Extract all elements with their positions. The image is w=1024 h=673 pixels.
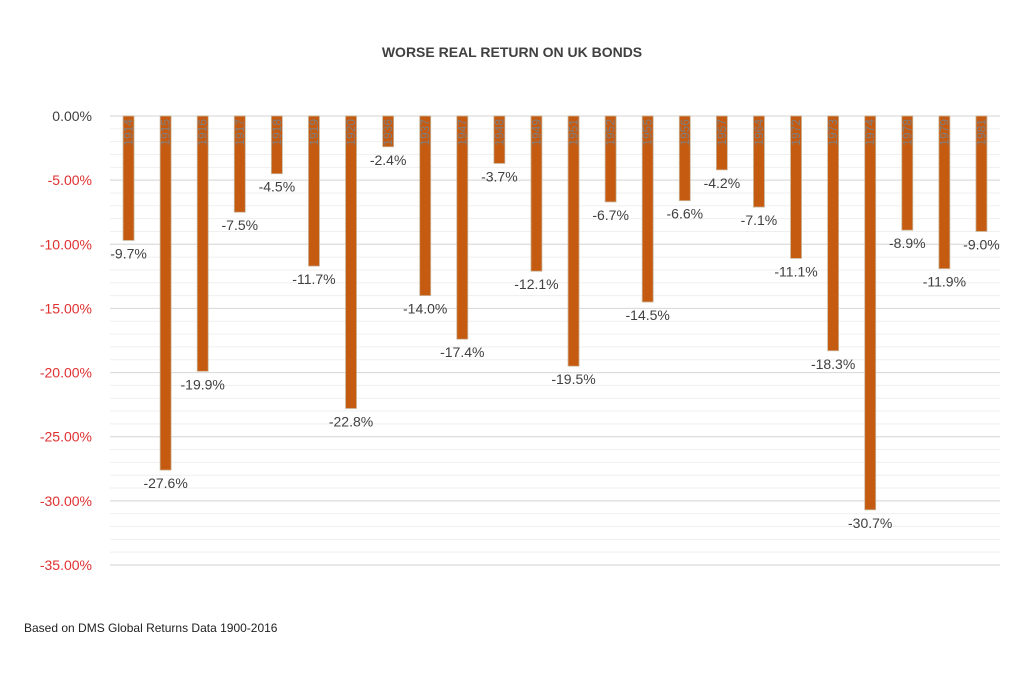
category-label: 1974 — [863, 119, 877, 146]
bar-1981 — [975, 115, 988, 232]
y-tick-label: -35.00% — [40, 557, 92, 573]
bar-1949 — [530, 115, 543, 272]
bar-1947 — [456, 115, 469, 340]
data-label: -14.5% — [626, 307, 670, 323]
data-label: -11.7% — [292, 271, 335, 287]
category-label: 1919 — [307, 119, 321, 146]
data-label: -14.0% — [403, 301, 447, 317]
data-label: -7.1% — [741, 212, 778, 228]
category-label: 1937 — [418, 119, 432, 146]
data-label: -6.7% — [592, 207, 629, 223]
data-label: -8.9% — [889, 235, 926, 251]
data-label: -9.0% — [963, 236, 1000, 252]
category-label: 1957 — [715, 119, 729, 146]
y-tick-label: -10.00% — [40, 236, 92, 252]
data-label: -11.1% — [774, 263, 817, 279]
source-note: Based on DMS Global Returns Data 1900-20… — [24, 621, 278, 635]
data-label: -22.8% — [329, 413, 373, 429]
category-label: 1916 — [196, 119, 210, 146]
bar-1918 — [270, 115, 283, 175]
bar-1919 — [308, 115, 320, 267]
category-label: 1979 — [937, 119, 951, 146]
category-label: 1949 — [529, 119, 543, 146]
category-label: 1981 — [974, 119, 988, 146]
chart-title: WORSE REAL RETURN ON UK BONDS — [381, 44, 643, 60]
bar-1917 — [233, 115, 246, 213]
y-tick-label: -5.00% — [48, 172, 92, 188]
data-label: -4.2% — [704, 175, 741, 191]
category-label: 1955 — [641, 119, 655, 146]
bar-1956 — [678, 115, 691, 202]
category-label: 1951 — [567, 119, 581, 146]
category-label: 1972 — [789, 119, 803, 146]
bar-1972 — [790, 115, 802, 259]
data-label: -4.5% — [259, 179, 296, 195]
bar-1973 — [827, 115, 840, 352]
category-label: 1915 — [159, 119, 173, 146]
category-label: 1917 — [233, 119, 247, 146]
y-tick-label: -25.00% — [40, 429, 92, 445]
data-label: -9.7% — [110, 245, 147, 261]
category-label: 1964 — [752, 119, 766, 146]
bar-1951 — [567, 115, 580, 367]
data-label: -11.9% — [923, 274, 966, 290]
data-label: -18.3% — [811, 356, 855, 372]
bar-1914 — [122, 115, 135, 241]
bar-1974 — [864, 115, 877, 511]
category-label: 1947 — [455, 119, 469, 146]
bar-1916 — [196, 115, 209, 372]
category-label: 1948 — [492, 119, 506, 146]
data-label: -19.5% — [551, 371, 595, 387]
data-label: -2.4% — [370, 152, 407, 168]
bar-1957 — [715, 115, 728, 171]
y-tick-label: -20.00% — [40, 365, 92, 381]
category-label: 1936 — [381, 119, 395, 146]
y-tick-label: 0.00% — [52, 108, 92, 124]
bar-1952 — [604, 115, 617, 203]
bar-1964 — [753, 115, 765, 208]
bar-1936 — [382, 115, 395, 148]
category-label: 1978 — [900, 119, 914, 146]
data-label: -7.5% — [222, 217, 259, 233]
data-label: -3.7% — [481, 168, 518, 184]
bar-1955 — [641, 115, 654, 303]
category-label: 1918 — [270, 119, 284, 146]
data-label: -17.4% — [440, 344, 484, 360]
data-label: -19.9% — [181, 376, 225, 392]
category-label: 1914 — [122, 119, 136, 146]
category-label: 1973 — [826, 119, 840, 146]
data-label: -27.6% — [143, 475, 187, 491]
bar-1978 — [901, 115, 914, 231]
category-label: 1952 — [604, 119, 618, 146]
bar-1937 — [419, 115, 432, 297]
bar-1979 — [938, 115, 951, 270]
bar-1948 — [493, 115, 506, 164]
data-label: -30.7% — [848, 515, 892, 531]
y-tick-label: -15.00% — [40, 300, 92, 316]
data-label: -6.6% — [667, 206, 704, 222]
bar-1915 — [159, 115, 172, 471]
category-label: 1920 — [344, 119, 358, 146]
category-label: 1956 — [678, 119, 692, 146]
data-label: -12.1% — [514, 276, 558, 292]
y-tick-label: -30.00% — [40, 493, 92, 509]
bar-1920 — [345, 115, 357, 409]
